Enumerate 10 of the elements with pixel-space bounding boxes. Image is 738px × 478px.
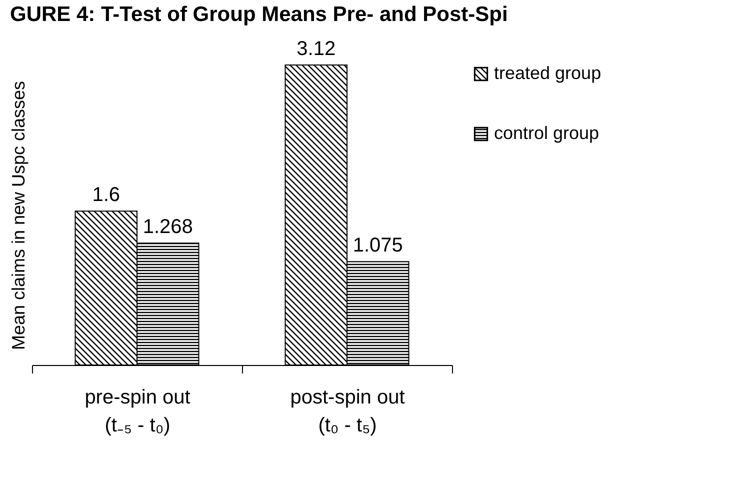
data-label: 3.12 bbox=[296, 38, 336, 60]
legend-label: control group bbox=[494, 123, 600, 143]
data-label: 1.075 bbox=[352, 234, 403, 257]
data-label: 1.268 bbox=[142, 216, 193, 238]
legend-label: treated group bbox=[494, 63, 602, 83]
y-axis-title: Mean claims in new Uspc classes bbox=[8, 80, 28, 350]
chart-title: GURE 4: T-Test of Group Means Pre- and Post-Spi bbox=[10, 3, 508, 26]
x-tick-label: post-spin out (t₀ - t₅) bbox=[290, 386, 406, 436]
data-label: 1.6 bbox=[92, 184, 120, 206]
x-tick-label: pre-spin out (t₋₅ - t₀) bbox=[84, 386, 191, 436]
